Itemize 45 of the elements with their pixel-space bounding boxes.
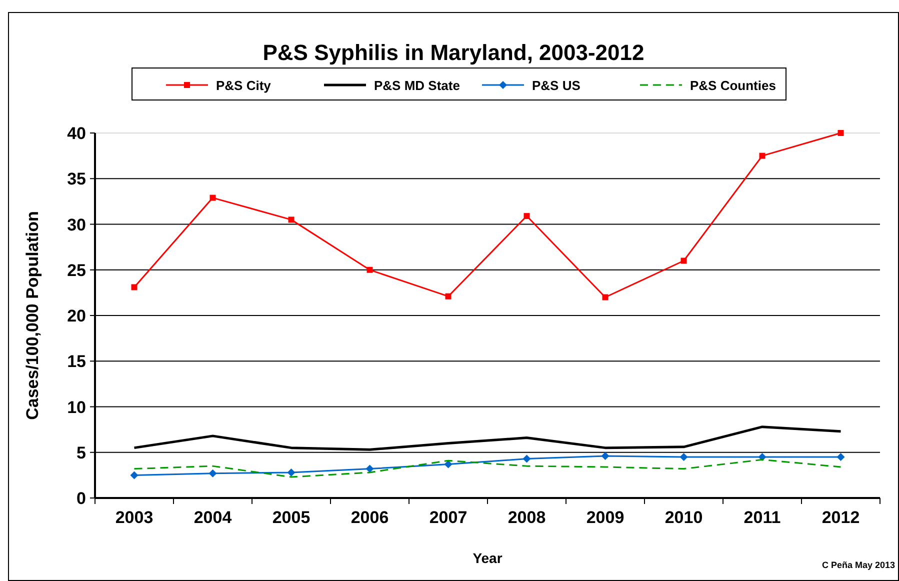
point — [680, 452, 688, 461]
point — [524, 213, 530, 220]
x-tick-label: 2010 — [664, 508, 703, 527]
x-tick-label: 2008 — [508, 508, 546, 527]
point — [445, 293, 452, 300]
y-tick-label: 15 — [67, 352, 86, 372]
point — [836, 452, 845, 461]
x-tick-label: 2006 — [350, 508, 389, 527]
legend-label: P&S Counties — [690, 78, 776, 93]
x-tick-label: 2005 — [272, 508, 310, 527]
x-axis-title: Year — [472, 550, 503, 566]
point — [130, 471, 138, 480]
point — [210, 194, 216, 201]
y-tick-label: 5 — [76, 443, 86, 462]
legend-label: P&S MD State — [374, 78, 460, 93]
point — [602, 294, 608, 300]
x-tick-label: 2011 — [744, 508, 781, 527]
y-tick-label: 20 — [67, 306, 86, 326]
point — [208, 469, 217, 478]
y-tick-label: 10 — [67, 398, 86, 417]
chart-title: P&S Syphilis in Maryland, 2003-2012 — [262, 40, 644, 65]
y-tick-label: 0 — [76, 489, 86, 508]
legend-label: P&S US — [532, 78, 581, 93]
point — [288, 216, 294, 223]
y-tick-label: 30 — [67, 215, 86, 234]
point — [287, 468, 296, 476]
y-axis-title: Cases/100,000 Population — [23, 211, 42, 420]
point — [131, 284, 138, 290]
point — [759, 152, 766, 159]
x-tick-label: 2009 — [586, 508, 624, 527]
point — [366, 266, 373, 273]
point — [601, 452, 610, 460]
x-tick-label: 2003 — [115, 508, 154, 527]
x-tick-label: 2007 — [429, 508, 468, 527]
y-tick-label: 35 — [67, 170, 86, 189]
y-tick-label: 40 — [67, 124, 86, 143]
y-tick-label: 25 — [67, 260, 86, 280]
x-tick-label: 2004 — [194, 508, 232, 527]
legend-label: P&S City — [216, 78, 272, 93]
point — [366, 464, 374, 473]
point — [838, 130, 844, 136]
point — [680, 258, 687, 264]
text: C Peña May 2013 — [822, 560, 895, 570]
point — [522, 454, 531, 463]
x-tick-label: 2012 — [822, 508, 860, 527]
